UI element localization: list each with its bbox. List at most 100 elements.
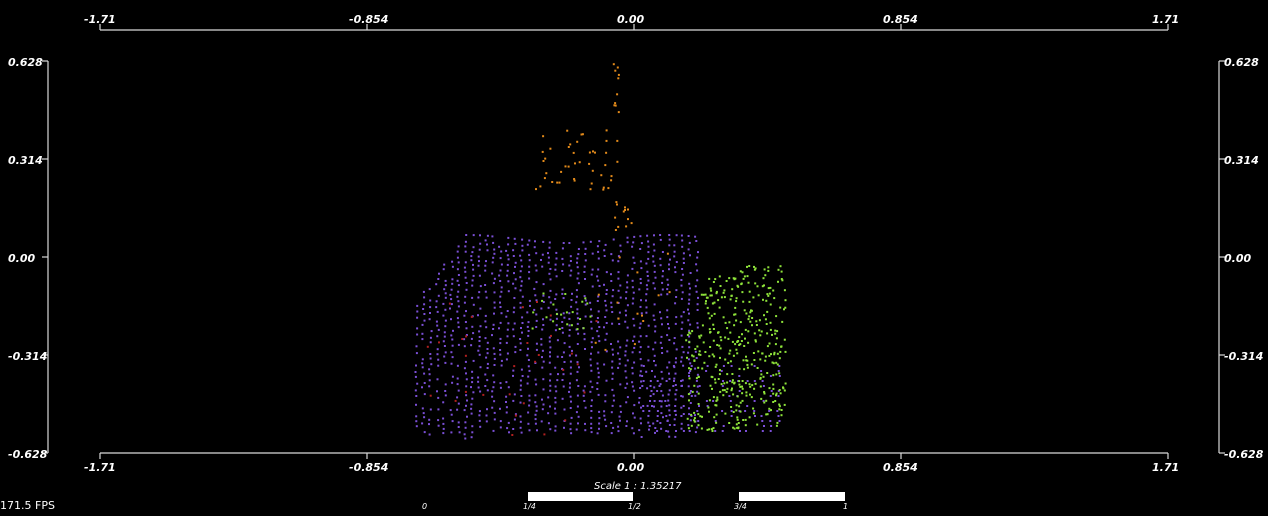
point xyxy=(641,375,644,377)
point xyxy=(542,301,545,303)
point xyxy=(576,370,579,373)
point xyxy=(556,339,559,342)
point xyxy=(464,421,467,424)
point xyxy=(778,408,781,411)
point xyxy=(617,225,620,228)
point xyxy=(437,358,440,361)
point xyxy=(507,280,510,283)
point xyxy=(575,411,578,414)
point xyxy=(659,238,662,241)
point xyxy=(696,269,699,272)
point xyxy=(753,387,756,390)
point xyxy=(682,413,685,415)
point xyxy=(542,292,545,295)
point xyxy=(659,311,661,314)
point xyxy=(743,345,746,347)
point xyxy=(492,323,495,326)
point xyxy=(726,381,729,384)
point xyxy=(775,337,778,340)
point xyxy=(549,289,552,292)
point xyxy=(454,399,457,402)
bottom-tick-label: -1.71 xyxy=(84,461,116,474)
point xyxy=(457,426,460,428)
point xyxy=(674,361,677,364)
point xyxy=(558,328,561,330)
point xyxy=(698,385,701,387)
point xyxy=(485,296,488,299)
point xyxy=(660,390,663,393)
point xyxy=(604,338,607,341)
point xyxy=(630,222,633,225)
point xyxy=(569,255,572,258)
point xyxy=(571,349,573,352)
point xyxy=(561,379,564,381)
point xyxy=(775,373,778,376)
point xyxy=(709,331,711,334)
point xyxy=(636,271,639,274)
point xyxy=(784,306,787,309)
point xyxy=(507,243,510,246)
point xyxy=(583,271,586,273)
point xyxy=(498,327,500,330)
point xyxy=(541,265,544,268)
point xyxy=(421,362,424,365)
point xyxy=(570,269,573,272)
point xyxy=(519,270,522,273)
point xyxy=(748,290,751,293)
point xyxy=(746,363,749,366)
point xyxy=(428,418,431,421)
point xyxy=(597,268,600,271)
point xyxy=(701,324,704,327)
point xyxy=(681,379,684,382)
point xyxy=(619,419,621,422)
point xyxy=(758,319,761,322)
point xyxy=(478,330,481,333)
point xyxy=(577,248,580,250)
point xyxy=(421,386,423,389)
point xyxy=(624,350,627,353)
point xyxy=(463,367,466,370)
point xyxy=(577,422,579,425)
point xyxy=(652,348,655,351)
point xyxy=(464,295,467,298)
point xyxy=(470,344,473,347)
point xyxy=(697,403,700,405)
point xyxy=(660,405,663,408)
point xyxy=(659,422,662,424)
point xyxy=(661,281,664,284)
point xyxy=(619,383,622,386)
point xyxy=(535,188,537,191)
point xyxy=(528,404,531,407)
point xyxy=(734,343,737,346)
point xyxy=(423,393,426,396)
point xyxy=(696,256,699,259)
point xyxy=(638,326,641,329)
point xyxy=(686,333,689,336)
point xyxy=(428,379,431,382)
point xyxy=(680,395,683,397)
point xyxy=(596,330,599,333)
point xyxy=(561,331,564,334)
point xyxy=(654,427,657,429)
point xyxy=(584,406,587,409)
point xyxy=(666,350,669,353)
point xyxy=(689,370,692,372)
point xyxy=(464,321,467,323)
point xyxy=(478,345,481,348)
point xyxy=(484,314,487,317)
point xyxy=(421,332,424,335)
point xyxy=(576,277,579,280)
point xyxy=(563,361,566,363)
point xyxy=(625,376,628,379)
point xyxy=(627,208,629,211)
point xyxy=(479,325,482,328)
point xyxy=(603,363,606,366)
point xyxy=(691,390,694,393)
point xyxy=(590,427,593,430)
point xyxy=(766,345,769,348)
point xyxy=(575,379,578,382)
point xyxy=(633,335,636,338)
point xyxy=(782,387,785,390)
